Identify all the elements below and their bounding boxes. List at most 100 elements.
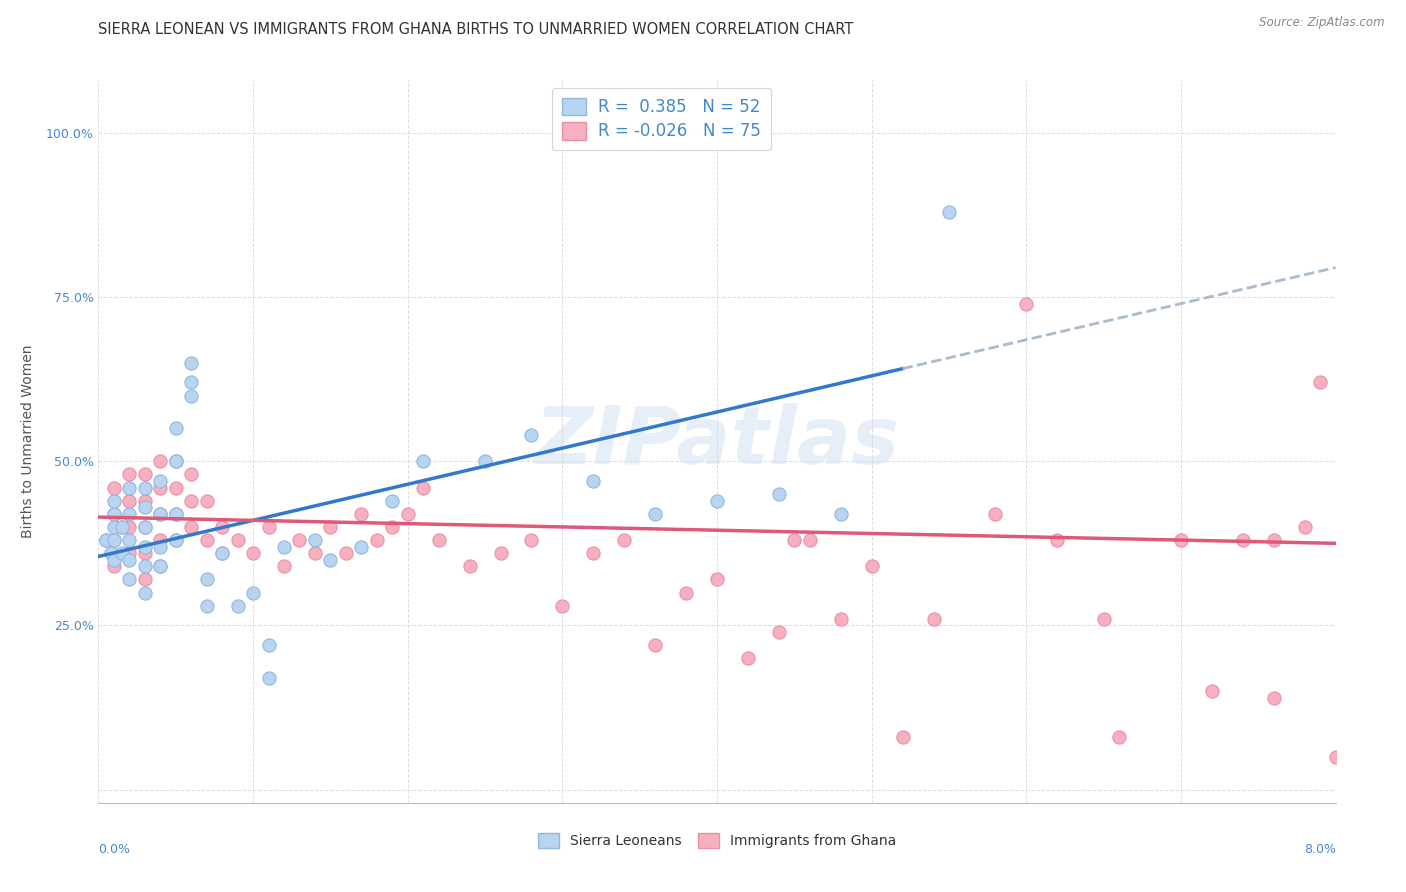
Point xyxy=(118,553,141,567)
Point xyxy=(134,573,156,587)
Point xyxy=(103,493,125,508)
Point xyxy=(134,540,156,554)
Point xyxy=(1263,690,1285,705)
Point xyxy=(366,533,388,547)
Point xyxy=(257,520,280,534)
Text: ZIPatlas: ZIPatlas xyxy=(534,402,900,481)
Point xyxy=(118,546,141,560)
Point xyxy=(768,625,790,640)
Point xyxy=(96,533,118,547)
Point xyxy=(180,388,202,402)
Point xyxy=(165,507,187,521)
Legend: Sierra Leoneans, Immigrants from Ghana: Sierra Leoneans, Immigrants from Ghana xyxy=(533,828,901,854)
Point xyxy=(134,520,156,534)
Point xyxy=(783,533,806,547)
Point xyxy=(118,573,141,587)
Point xyxy=(458,559,481,574)
Text: SIERRA LEONEAN VS IMMIGRANTS FROM GHANA BIRTHS TO UNMARRIED WOMEN CORRELATION CH: SIERRA LEONEAN VS IMMIGRANTS FROM GHANA … xyxy=(98,22,853,37)
Point xyxy=(273,559,295,574)
Point xyxy=(134,559,156,574)
Point xyxy=(1092,612,1115,626)
Point xyxy=(118,533,141,547)
Point xyxy=(412,454,434,468)
Point xyxy=(103,481,125,495)
Point xyxy=(149,481,172,495)
Point xyxy=(134,493,156,508)
Point xyxy=(335,546,357,560)
Point xyxy=(211,546,233,560)
Point xyxy=(396,507,419,521)
Point xyxy=(165,507,187,521)
Point xyxy=(319,520,342,534)
Point xyxy=(195,493,218,508)
Point xyxy=(96,533,118,547)
Point xyxy=(165,533,187,547)
Point xyxy=(180,356,202,370)
Text: 0.0%: 0.0% xyxy=(98,843,131,855)
Text: 8.0%: 8.0% xyxy=(1303,843,1336,855)
Point xyxy=(195,599,218,613)
Point xyxy=(489,546,512,560)
Point xyxy=(226,599,249,613)
Text: Source: ZipAtlas.com: Source: ZipAtlas.com xyxy=(1260,16,1385,29)
Point xyxy=(134,546,156,560)
Point xyxy=(118,481,141,495)
Point xyxy=(304,546,326,560)
Point xyxy=(1015,296,1038,310)
Point xyxy=(644,638,666,652)
Point xyxy=(103,533,125,547)
Point xyxy=(149,507,172,521)
Point xyxy=(134,585,156,599)
Point xyxy=(100,546,122,560)
Point xyxy=(350,507,373,521)
Point xyxy=(180,520,202,534)
Point xyxy=(273,540,295,554)
Point xyxy=(768,487,790,501)
Point xyxy=(520,428,543,442)
Point xyxy=(350,540,373,554)
Point xyxy=(1294,520,1316,534)
Point xyxy=(1170,533,1192,547)
Point xyxy=(103,520,125,534)
Point xyxy=(799,533,821,547)
Point xyxy=(134,467,156,482)
Point xyxy=(111,520,132,534)
Point xyxy=(103,507,125,521)
Point xyxy=(891,730,914,744)
Point xyxy=(319,553,342,567)
Point xyxy=(1108,730,1130,744)
Point xyxy=(1324,749,1347,764)
Point xyxy=(381,520,404,534)
Point xyxy=(134,520,156,534)
Point xyxy=(706,573,728,587)
Point xyxy=(180,376,202,390)
Point xyxy=(118,507,141,521)
Point xyxy=(103,553,125,567)
Point xyxy=(180,493,202,508)
Point xyxy=(149,474,172,488)
Point xyxy=(149,507,172,521)
Point xyxy=(242,585,264,599)
Point xyxy=(134,481,156,495)
Point xyxy=(304,533,326,547)
Point xyxy=(830,507,852,521)
Point xyxy=(381,493,404,508)
Point xyxy=(103,559,125,574)
Point xyxy=(195,533,218,547)
Point xyxy=(1201,684,1223,698)
Point xyxy=(111,546,132,560)
Point xyxy=(737,651,759,665)
Point xyxy=(984,507,1007,521)
Point xyxy=(582,474,605,488)
Point xyxy=(242,546,264,560)
Point xyxy=(257,638,280,652)
Point xyxy=(165,454,187,468)
Point xyxy=(134,500,156,515)
Point xyxy=(582,546,605,560)
Point xyxy=(1309,376,1331,390)
Point xyxy=(118,493,141,508)
Point xyxy=(149,559,172,574)
Point xyxy=(412,481,434,495)
Point xyxy=(644,507,666,521)
Point xyxy=(613,533,636,547)
